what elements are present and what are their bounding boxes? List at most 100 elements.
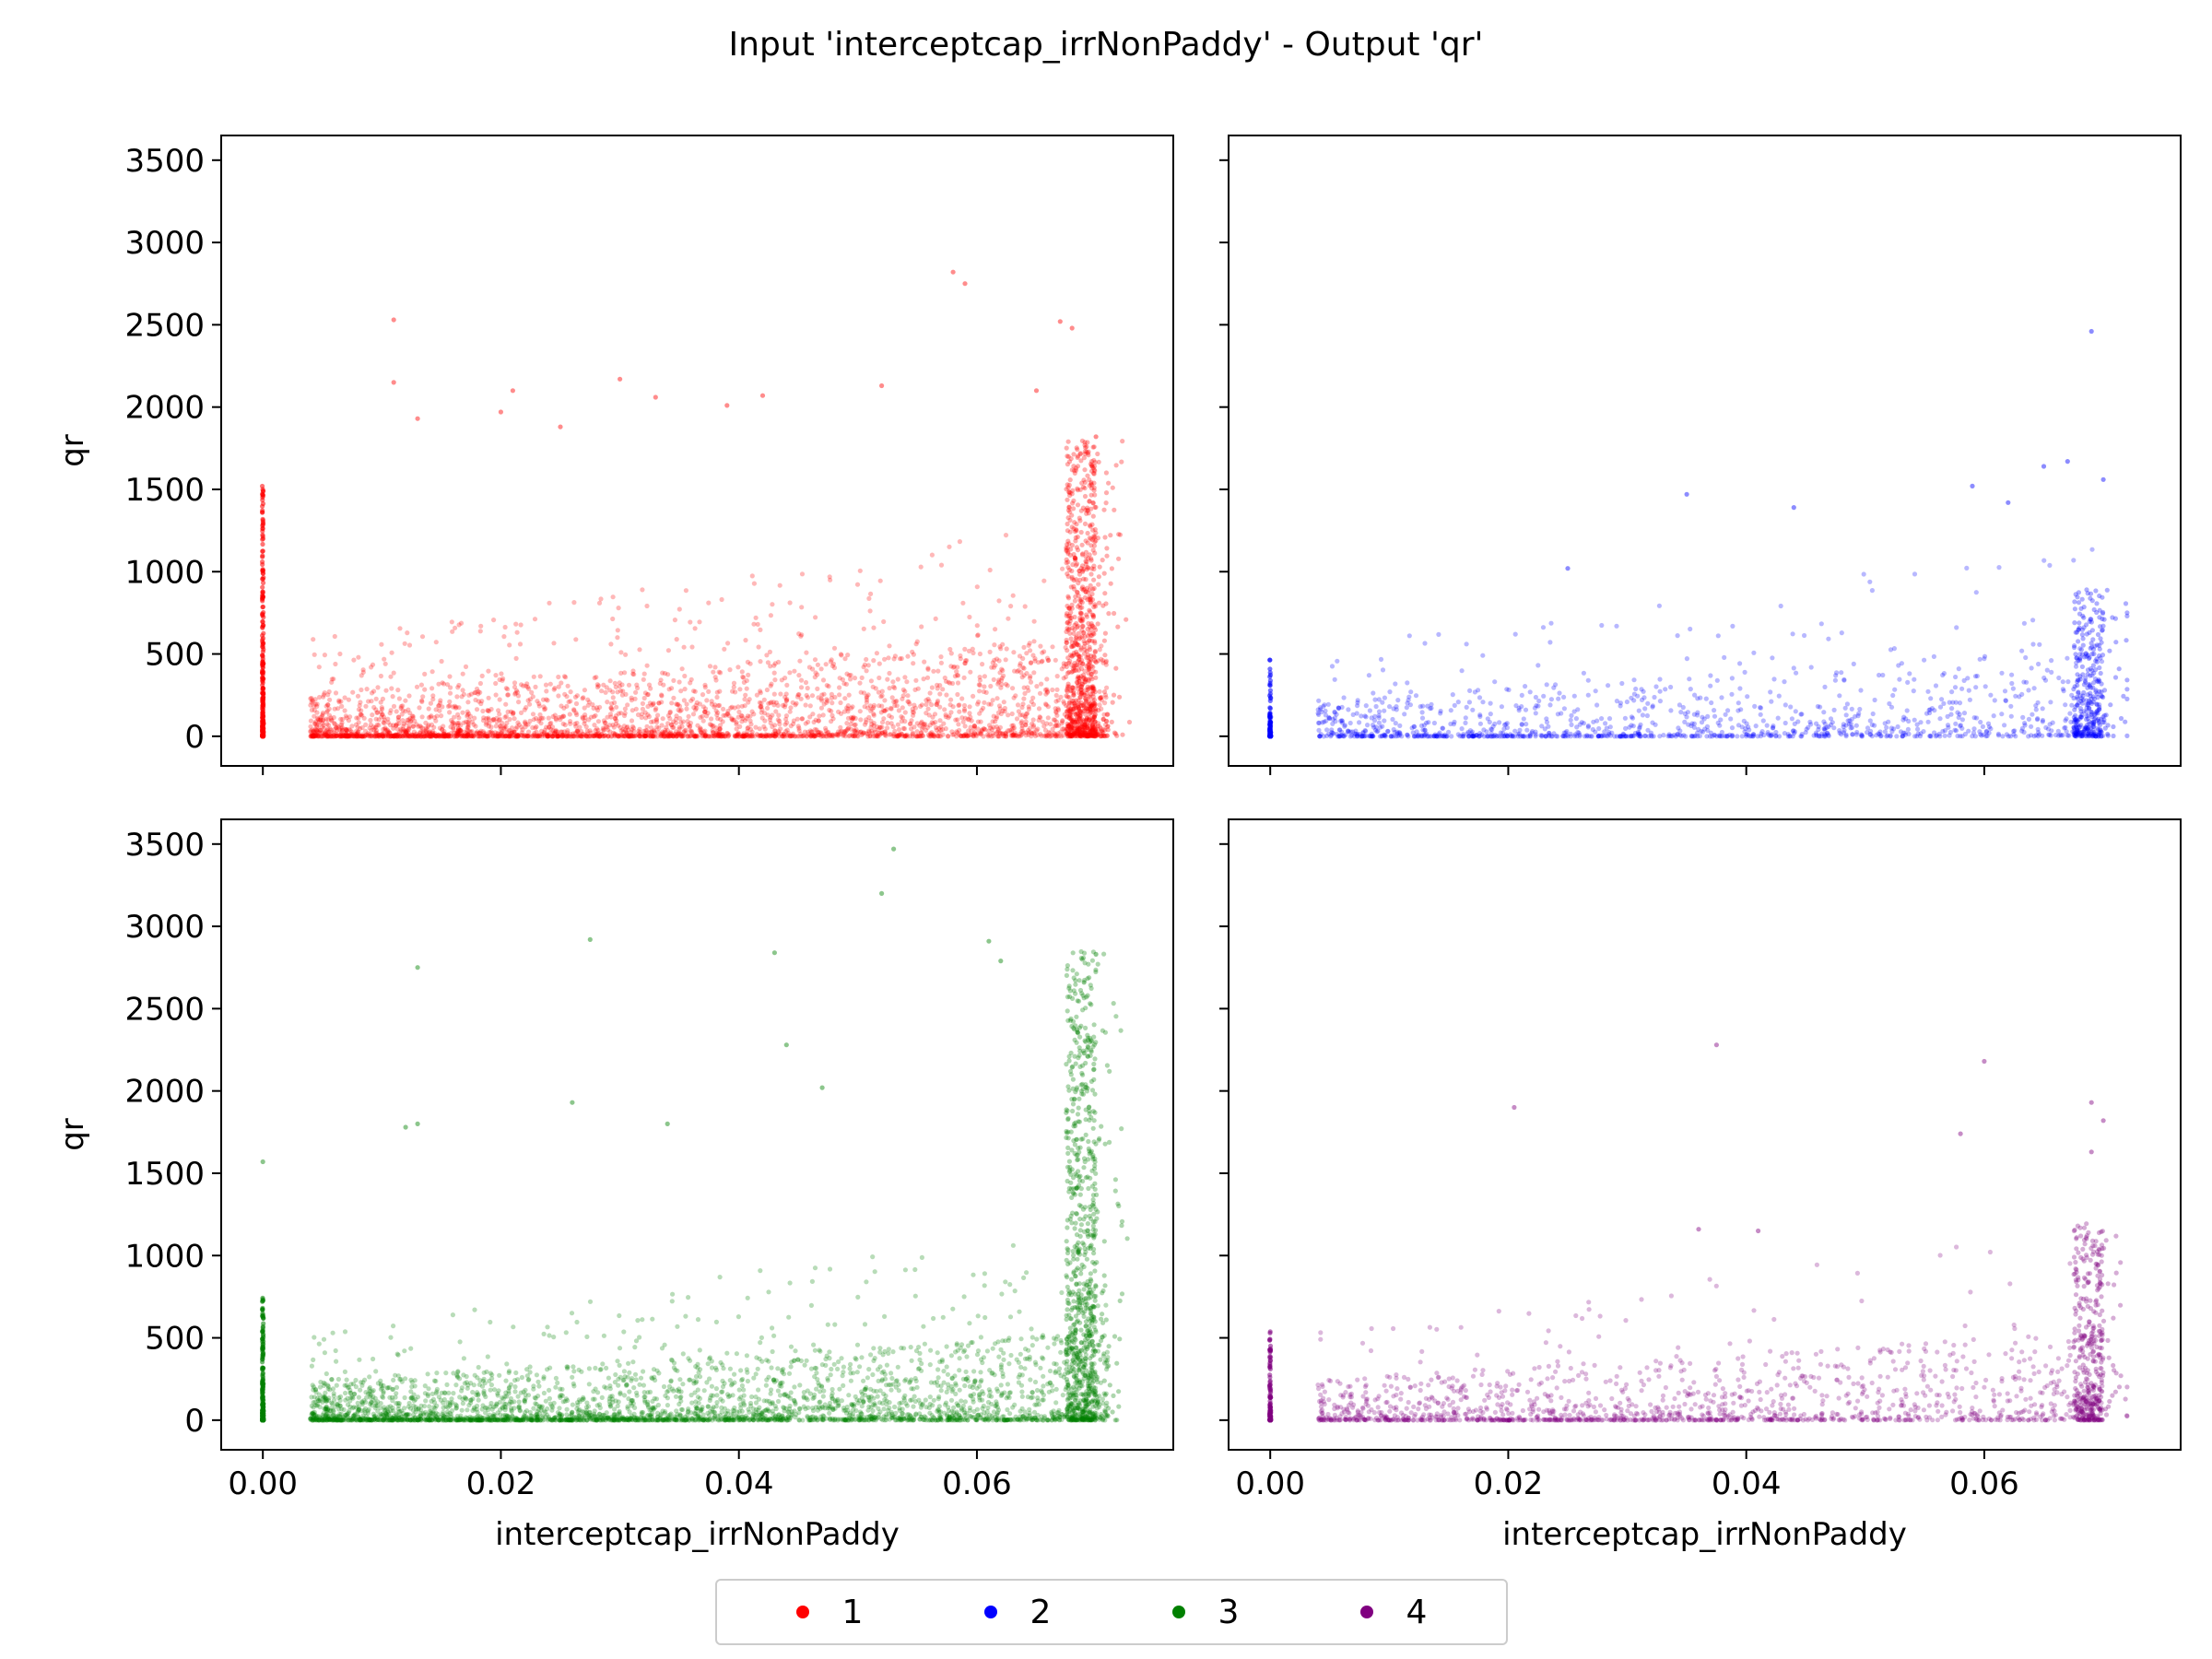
data-point — [1808, 665, 1814, 670]
data-point — [473, 697, 478, 703]
data-point — [889, 695, 895, 700]
data-point — [404, 720, 409, 725]
data-point — [601, 727, 606, 734]
data-point — [720, 719, 725, 724]
data-point — [368, 722, 373, 728]
data-point — [583, 734, 589, 739]
data-point — [796, 673, 802, 678]
data-point — [1032, 658, 1038, 664]
data-point — [747, 726, 754, 733]
data-point — [489, 717, 496, 724]
data-point — [571, 600, 577, 606]
data-point — [2049, 658, 2054, 664]
data-point — [1075, 447, 1080, 453]
data-point — [346, 718, 351, 724]
data-point — [350, 689, 356, 695]
data-point — [378, 673, 383, 679]
data-point — [978, 719, 983, 724]
data-point — [552, 731, 558, 736]
data-point — [391, 723, 396, 728]
data-point — [1046, 657, 1052, 664]
data-point — [436, 734, 442, 739]
data-point — [1081, 576, 1087, 582]
data-point — [844, 721, 850, 726]
data-point — [1011, 650, 1017, 655]
data-point — [1635, 693, 1641, 699]
data-point — [493, 673, 499, 678]
data-point — [582, 718, 588, 724]
data-point — [868, 591, 874, 597]
data-point — [1050, 644, 1055, 650]
data-point — [759, 710, 764, 715]
data-point — [445, 734, 452, 739]
data-point — [363, 703, 369, 709]
data-point — [1065, 497, 1070, 502]
data-point — [356, 707, 361, 712]
data-point — [740, 674, 746, 680]
data-point — [839, 653, 844, 658]
data-point — [608, 705, 614, 711]
data-point — [1106, 611, 1112, 617]
data-point — [588, 734, 594, 739]
data-point — [514, 734, 520, 739]
data-point — [962, 658, 969, 664]
data-point — [457, 728, 464, 734]
data-point — [260, 590, 265, 596]
data-point — [1017, 663, 1023, 668]
data-point — [1966, 688, 1971, 693]
data-point — [991, 713, 996, 719]
data-point — [316, 727, 322, 733]
data-point — [879, 720, 886, 725]
data-point — [1097, 564, 1102, 570]
data-point — [1030, 717, 1036, 723]
data-point — [359, 673, 364, 678]
data-point — [901, 734, 907, 739]
data-point — [902, 710, 908, 715]
data-point — [640, 587, 645, 593]
data-point — [721, 706, 726, 712]
data-point — [585, 697, 591, 702]
data-point — [424, 726, 429, 733]
data-point — [1436, 631, 1441, 638]
data-point — [971, 693, 976, 700]
data-point — [1082, 521, 1088, 527]
data-point — [1372, 713, 1378, 719]
data-point — [778, 691, 783, 697]
data-point — [447, 710, 453, 715]
data-point — [796, 728, 802, 734]
data-point — [1101, 638, 1107, 643]
data-point — [1728, 716, 1734, 722]
data-point — [935, 700, 940, 706]
data-point — [686, 713, 691, 720]
data-point — [612, 732, 618, 737]
data-point — [642, 710, 648, 715]
data-point — [406, 693, 412, 699]
data-point — [524, 681, 530, 687]
data-point — [997, 706, 1003, 712]
data-point — [1267, 688, 1273, 693]
data-point — [463, 719, 469, 724]
data-point — [1064, 487, 1069, 492]
data-point — [490, 734, 496, 739]
data-point — [626, 682, 632, 688]
data-point — [453, 723, 458, 728]
data-point — [1041, 724, 1047, 729]
data-point — [448, 685, 453, 690]
data-point — [452, 714, 457, 720]
data-point — [1688, 687, 1693, 692]
data-point — [1095, 621, 1100, 627]
data-point — [501, 725, 507, 731]
data-point — [580, 696, 585, 701]
data-point — [998, 711, 1004, 717]
data-point — [830, 712, 835, 719]
data-point — [574, 728, 580, 735]
data-point — [1082, 708, 1088, 713]
data-point — [503, 724, 509, 730]
data-point — [1084, 612, 1089, 618]
data-point — [749, 734, 755, 739]
data-point — [882, 698, 888, 703]
data-point — [907, 721, 913, 727]
data-point — [1044, 687, 1050, 692]
data-point — [544, 697, 549, 702]
data-point — [578, 733, 583, 739]
